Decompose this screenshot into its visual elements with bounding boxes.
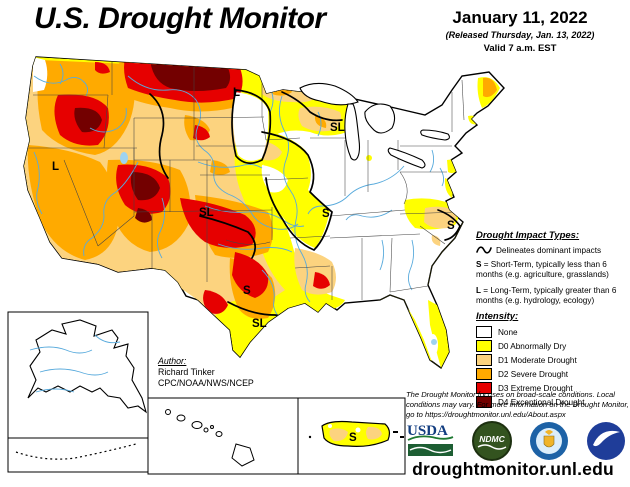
impact-label: SL [252,318,267,330]
swatch-none [476,326,492,338]
lake-erie [387,147,426,169]
impact-labels: L SL L SL S S SL S S [52,87,455,444]
long-term-code: L [476,285,482,295]
legend-label: D1 Moderate Drought [498,355,577,365]
commerce-seal-logo [530,422,568,460]
puerto-rico-inset [297,397,406,475]
legend-row-d3: D3 Extreme Drought [476,382,628,394]
released-date: (Released Thursday, Jan. 13, 2022) [445,30,595,40]
impact-boundaries [149,89,461,317]
date-block: January 11, 2022 (Released Thursday, Jan… [412,8,628,54]
ndmc-logo: NDMC [472,421,512,461]
impact-label: S [322,208,330,220]
lake-superior [299,82,359,106]
legend-label: D2 Severe Drought [498,369,569,379]
short-term-code: S [476,260,482,269]
logo-row: USDA NDMC [406,420,627,462]
legend-row-d2: D2 Severe Drought [476,368,628,380]
legend-row-d0: D0 Abnormally Dry [476,340,628,352]
long-term-definition: L = Long-Term, typically greater than 6 … [476,286,628,307]
legend-label: D3 Extreme Drought [498,383,573,393]
author-org: CPC/NOAA/NWS/NCEP [158,377,254,388]
impact-label: S [243,285,251,297]
short-term-definition: S = Short-Term, typically less than 6 mo… [476,260,628,281]
lake-huron [364,103,396,134]
legend-label: D0 Abnormally Dry [498,341,567,351]
drought-fill-layers [24,57,500,368]
swatch-d4 [476,396,492,408]
usda-logo: USDA [407,423,454,456]
impact-types-legend: Drought Impact Types: Delineates dominan… [476,230,628,306]
map-date: January 11, 2022 [452,8,588,27]
lake-okeechobee [431,339,437,345]
hawaii-inset [147,397,299,475]
swatch-d3 [476,382,492,394]
lake-michigan [344,103,360,161]
delineates-text: Delineates dominant impacts [496,245,602,255]
author-name: Richard Tinker [158,366,215,377]
legend-row-none: None [476,326,628,338]
swatch-d1 [476,354,492,366]
swatch-d2 [476,368,492,380]
long-term-text: = Long-Term, typically greater than 6 mo… [476,285,617,305]
great-lakes [299,82,450,169]
impact-label: S [447,220,455,232]
impact-types-heading: Drought Impact Types: [476,230,580,241]
intensity-heading: Intensity: [476,311,519,322]
impact-label: SL [199,207,214,219]
svg-text:USDA: USDA [407,423,448,439]
alaska-inset [7,311,149,473]
impact-label: L [52,161,59,173]
page-title: U.S. Drought Monitor [34,2,326,35]
author-heading: Author: [158,356,187,366]
legend-label: None [498,327,518,337]
rivers [33,63,445,319]
great-salt-lake [120,152,128,164]
impact-label: L [233,87,240,99]
impact-label: SL [330,122,345,134]
short-term-text: = Short-Term, typically less than 6 mont… [476,260,609,280]
svg-text:NDMC: NDMC [479,434,505,444]
impact-label: S [349,432,357,444]
noaa-logo [587,422,625,460]
legend-row-d1: D1 Moderate Drought [476,354,628,366]
intensity-legend: Intensity: None D0 Abnormally Dry D1 Mod… [476,311,628,408]
author-block: Author: Richard Tinker CPC/NOAA/NWS/NCEP [158,356,254,389]
legend-label: D4 Exceptional Drought [498,397,585,407]
legend-row-d4: D4 Exceptional Drought [476,396,628,408]
disclaimer-text: The Drought Monitor focuses on broad-sca… [406,390,629,419]
valid-time: Valid 7 a.m. EST [483,43,557,54]
lake-ontario [420,129,450,141]
droughtmonitor-url[interactable]: droughtmonitor.unl.edu [412,459,614,479]
swatch-d0 [476,340,492,352]
squiggle-line-icon [476,246,492,254]
